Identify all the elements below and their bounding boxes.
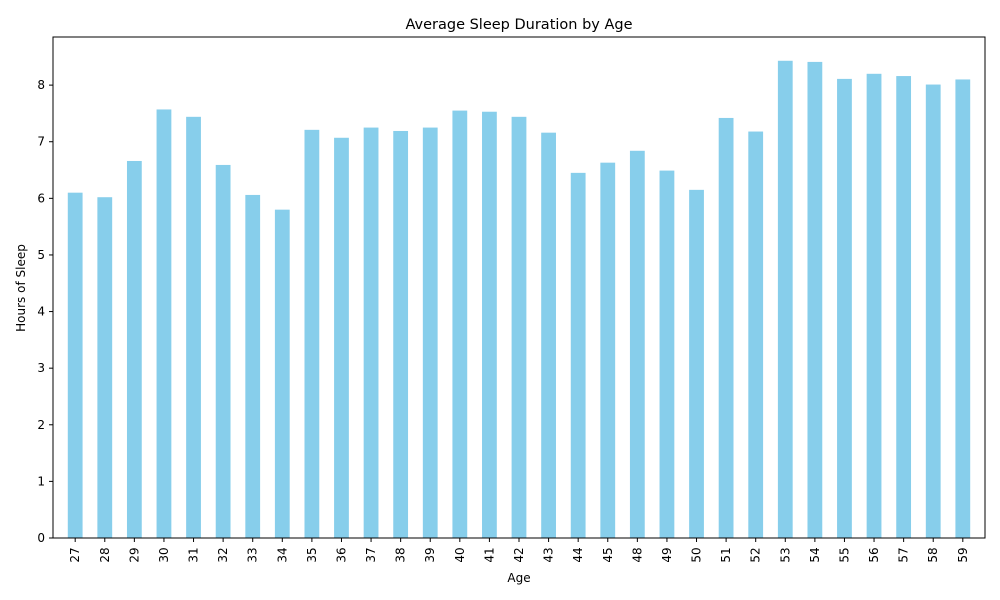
x-tick-label-48: 48 (630, 547, 644, 562)
bar-38 (393, 130, 409, 538)
x-tick-label-42: 42 (512, 547, 526, 562)
y-tick-label-7: 7 (37, 135, 45, 149)
y-tick-label-0: 0 (37, 531, 45, 545)
x-tick-label-54: 54 (808, 547, 822, 562)
x-tick-label-28: 28 (98, 547, 112, 562)
x-tick-label-38: 38 (394, 547, 408, 562)
bar-30 (156, 109, 172, 539)
bar-43 (541, 132, 556, 539)
bar-37 (363, 127, 379, 538)
bar-34 (274, 209, 290, 538)
x-tick-label-40: 40 (453, 547, 467, 562)
bar-59 (955, 79, 971, 539)
y-tick-label-8: 8 (37, 78, 45, 92)
y-tick-label-5: 5 (37, 248, 45, 262)
bar-35 (304, 129, 320, 538)
bar-54 (807, 61, 823, 538)
x-tick-label-32: 32 (216, 547, 230, 562)
bar-52 (748, 131, 764, 539)
x-tick-label-29: 29 (127, 547, 141, 562)
bar-29 (126, 160, 142, 539)
x-tick-label-44: 44 (571, 547, 585, 562)
bar-58 (925, 84, 941, 539)
x-tick-label-43: 43 (542, 547, 556, 562)
bar-41 (482, 111, 497, 538)
y-tick-label-6: 6 (37, 191, 45, 205)
bar-56 (866, 73, 882, 539)
x-tick-label-59: 59 (956, 547, 970, 562)
x-axis-label: Age (507, 571, 530, 585)
y-tick-label-3: 3 (37, 361, 45, 375)
bar-31 (186, 116, 201, 538)
bar-36 (334, 137, 349, 538)
plot-frame (52, 36, 986, 539)
bar-51 (718, 117, 734, 538)
x-tick-label-37: 37 (364, 547, 378, 562)
bar-33 (245, 194, 261, 538)
x-tick-label-41: 41 (482, 547, 496, 562)
y-tick-label-4: 4 (37, 305, 45, 319)
x-tick-label-30: 30 (157, 547, 171, 562)
y-tick-label-2: 2 (37, 418, 45, 432)
y-tick-label-1: 1 (37, 474, 45, 488)
x-tick-label-51: 51 (719, 547, 733, 562)
x-tick-label-52: 52 (749, 547, 763, 562)
bars-group (67, 60, 971, 539)
x-tick-label-33: 33 (246, 547, 260, 562)
x-tick-label-57: 57 (897, 547, 911, 562)
x-tick-label-31: 31 (187, 547, 201, 562)
bar-53 (777, 60, 793, 538)
x-tick-label-53: 53 (778, 547, 792, 562)
bar-55 (837, 78, 852, 538)
y-axis: 0 1 2 3 4 5 6 7 8 (37, 78, 53, 545)
x-tick-label-49: 49 (660, 547, 674, 562)
bar-40 (452, 110, 468, 538)
x-tick-label-56: 56 (867, 547, 881, 562)
x-tick-label-34: 34 (275, 547, 289, 562)
x-tick-label-55: 55 (837, 547, 851, 562)
x-tick-label-58: 58 (926, 547, 940, 562)
bar-50 (689, 189, 704, 538)
bar-49 (659, 170, 675, 538)
bar-27 (67, 192, 83, 538)
y-axis-label: Hours of Sleep (14, 244, 28, 332)
bar-28 (97, 197, 113, 538)
bar-32 (215, 164, 231, 538)
x-tick-label-36: 36 (334, 547, 348, 562)
bar-39 (422, 127, 438, 538)
bar-44 (570, 172, 586, 539)
bar-42 (511, 116, 527, 538)
bar-48 (629, 150, 645, 539)
x-tick-label-35: 35 (305, 547, 319, 562)
chart-title: Average Sleep Duration by Age (405, 17, 632, 33)
x-axis: 27 28 29 30 31 32 33 34 35 36 37 38 39 40 41 42 43 44 45 48… (68, 538, 970, 563)
x-tick-label-50: 50 (690, 547, 704, 562)
x-tick-label-45: 45 (601, 547, 615, 562)
bar-57 (896, 76, 912, 538)
bar-45 (600, 162, 616, 539)
x-tick-label-39: 39 (423, 547, 437, 562)
x-tick-label-27: 27 (68, 547, 82, 562)
